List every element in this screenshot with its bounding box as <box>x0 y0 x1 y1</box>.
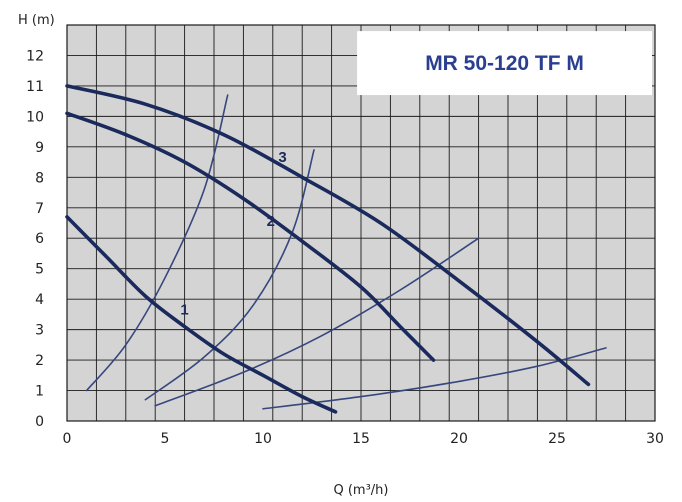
title-box-background <box>357 31 652 96</box>
y-tick-label: 4 <box>35 292 44 308</box>
x-axis-ticks: 0 5 10 15 20 25 30 <box>63 431 664 447</box>
x-tick-label: 10 <box>254 431 272 447</box>
y-tick-label: 9 <box>35 140 44 156</box>
y-tick-label: 2 <box>35 353 44 369</box>
system-curves <box>85 94 607 410</box>
title-box: MR 50-120 TF M <box>357 31 652 96</box>
x-tick-label: 5 <box>161 431 170 447</box>
system-curve-1 <box>85 94 229 392</box>
curve-label-1: 1 <box>180 301 188 318</box>
pump-curve-1 <box>65 215 338 414</box>
system-curve-3 <box>154 237 480 407</box>
y-tick-label: 12 <box>26 48 44 64</box>
pump-curves <box>65 84 591 414</box>
pump-curve-2 <box>65 111 436 362</box>
y-tick-label: 8 <box>35 170 44 186</box>
y-tick-label: 6 <box>35 231 44 247</box>
x-tick-label: 25 <box>548 431 566 447</box>
system-curve-4 <box>262 347 607 410</box>
curve-label-2: 2 <box>267 213 275 230</box>
x-axis-label: Q (m³/h) <box>333 483 388 498</box>
y-tick-label: 1 <box>35 384 44 400</box>
system-curve-2 <box>144 149 315 401</box>
curve-label-3: 3 <box>278 149 286 166</box>
x-tick-label: 20 <box>450 431 468 447</box>
y-axis-label: H (m) <box>18 13 55 28</box>
y-tick-label: 3 <box>35 323 44 339</box>
y-tick-label: 10 <box>26 109 44 125</box>
x-tick-label: 0 <box>63 431 72 447</box>
y-tick-label: 7 <box>35 201 44 217</box>
x-tick-label: 15 <box>352 431 370 447</box>
curve-labels: 1 2 3 <box>180 149 286 318</box>
y-tick-label: 5 <box>35 262 44 278</box>
x-tick-label: 30 <box>646 431 664 447</box>
y-tick-label: 0 <box>35 414 44 430</box>
chart-title: MR 50-120 TF M <box>425 52 584 75</box>
y-tick-label: 11 <box>26 79 44 95</box>
pump-curve-3 <box>65 84 591 387</box>
